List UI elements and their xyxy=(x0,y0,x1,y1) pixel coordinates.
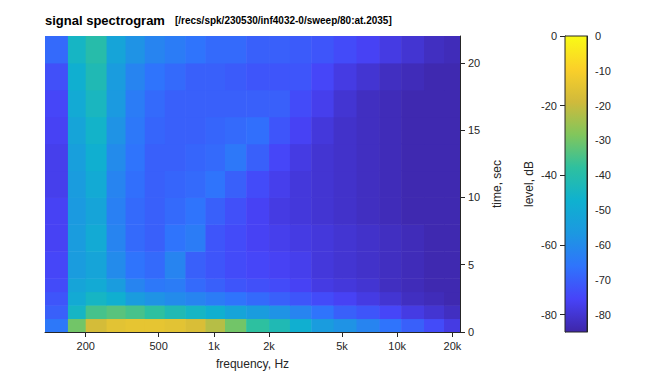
svg-text:10: 10 xyxy=(468,191,480,203)
svg-text:-70: -70 xyxy=(595,274,611,286)
svg-text:0: 0 xyxy=(468,326,474,338)
svg-text:[/recs/spk/230530/inf4032-0/sw: [/recs/spk/230530/inf4032-0/sweep/80:at.… xyxy=(175,15,392,26)
svg-text:200: 200 xyxy=(76,340,94,352)
svg-text:-60: -60 xyxy=(595,239,611,251)
svg-text:500: 500 xyxy=(149,340,167,352)
svg-text:20k: 20k xyxy=(444,340,462,352)
svg-text:5k: 5k xyxy=(336,340,348,352)
svg-text:-80: -80 xyxy=(595,309,611,321)
svg-text:-40: -40 xyxy=(595,169,611,181)
svg-text:-30: -30 xyxy=(595,134,611,146)
svg-text:0: 0 xyxy=(595,30,601,42)
svg-text:-50: -50 xyxy=(595,204,611,216)
svg-text:-80: -80 xyxy=(541,309,557,321)
svg-text:2k: 2k xyxy=(263,340,275,352)
svg-text:level, dB: level, dB xyxy=(522,161,536,207)
svg-text:20: 20 xyxy=(468,57,480,69)
svg-text:signal spectrogram: signal spectrogram xyxy=(45,13,165,28)
svg-text:frequency, Hz: frequency, Hz xyxy=(216,357,289,371)
svg-text:time, sec: time, sec xyxy=(490,160,504,208)
svg-text:0: 0 xyxy=(551,30,557,42)
svg-text:-40: -40 xyxy=(541,169,557,181)
svg-text:5: 5 xyxy=(468,259,474,271)
svg-text:1k: 1k xyxy=(208,340,220,352)
svg-text:10k: 10k xyxy=(388,340,406,352)
svg-text:-10: -10 xyxy=(595,65,611,77)
svg-text:-60: -60 xyxy=(541,239,557,251)
svg-text:15: 15 xyxy=(468,124,480,136)
svg-text:-20: -20 xyxy=(541,100,557,112)
svg-text:-20: -20 xyxy=(595,100,611,112)
